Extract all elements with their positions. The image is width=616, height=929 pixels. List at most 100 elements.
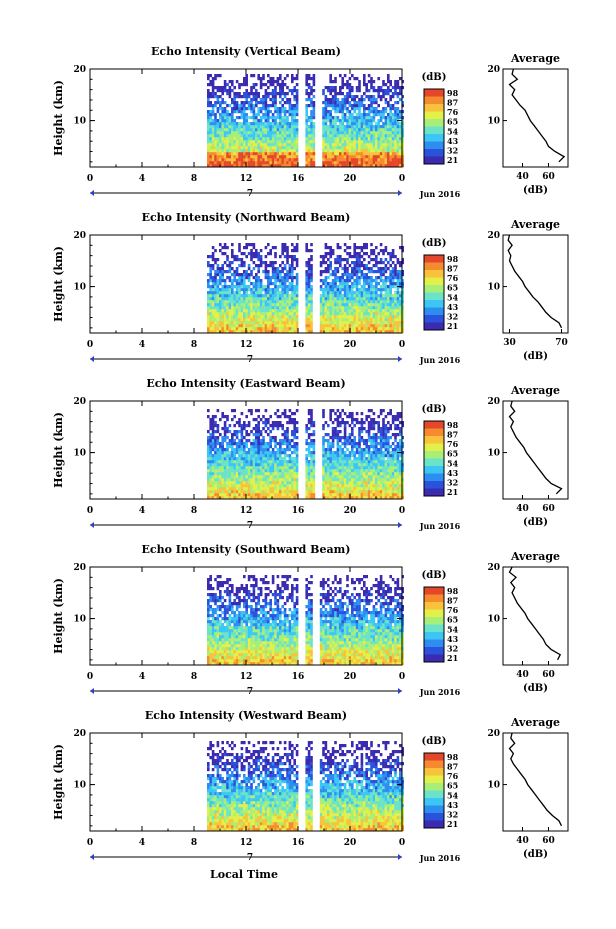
colorbar-tick-label: 65 — [447, 449, 458, 459]
date-marker: 7 — [247, 853, 253, 863]
colorbar-swatch — [424, 255, 444, 263]
x-tick-label: 12 — [240, 672, 253, 682]
panel-title: Echo Intensity (Northward Beam) — [142, 211, 351, 224]
panel-title: Echo Intensity (Vertical Beam) — [151, 45, 341, 58]
heatmap-cells — [207, 74, 404, 168]
colorbar-swatch — [424, 262, 444, 271]
colorbar-swatch — [424, 156, 444, 165]
colorbar-frame — [423, 586, 445, 663]
colorbar-swatch — [424, 753, 444, 761]
y-tick-label: 20 — [73, 563, 86, 573]
colorbar-tick-label: 21 — [447, 487, 458, 497]
date-label: Jun 2016 — [419, 687, 461, 697]
average-profile-line — [508, 732, 563, 827]
colorbar-unit: (dB) — [422, 238, 447, 249]
colorbar-tick-label: 32 — [447, 643, 458, 653]
x-tick-label: 0 — [87, 672, 93, 682]
colorbar-tick-label: 21 — [447, 321, 458, 331]
colorbar-tick-label: 43 — [447, 634, 459, 644]
x-tick-label: 8 — [191, 506, 197, 516]
x-tick-label: 0 — [87, 838, 93, 848]
colorbar-tick-label: 32 — [447, 311, 458, 321]
colorbar-tick-label: 76 — [447, 107, 459, 117]
x-tick-label: 16 — [292, 340, 305, 350]
x-tick-label: 16 — [292, 174, 305, 184]
panel-2: Echo Intensity (Eastward Beam) Height (km… — [52, 377, 569, 531]
colorbar-swatch — [424, 421, 444, 429]
x-tick-label: 0 — [399, 672, 405, 682]
y-axis-label: Height (km) — [52, 246, 65, 322]
colorbar-tick-label: 32 — [447, 477, 458, 487]
colorbar-swatch — [424, 798, 444, 806]
average-title: Average — [510, 716, 560, 729]
colorbar-swatch — [424, 104, 444, 112]
date-bar-left-arrow — [90, 190, 94, 196]
x-tick-label: 20 — [344, 174, 357, 184]
heatmap-cells — [207, 243, 404, 334]
average-x-tick-label: 40 — [516, 504, 529, 514]
x-tick-label: 16 — [292, 506, 305, 516]
colorbar-tick-label: 54 — [447, 292, 459, 302]
colorbar-swatch — [424, 760, 444, 769]
colorbar-tick-label: 21 — [447, 653, 458, 663]
colorbar-swatch — [424, 119, 444, 127]
colorbar-tick-label: 43 — [447, 468, 459, 478]
average-frame — [502, 400, 569, 500]
colorbar-swatch — [424, 624, 444, 633]
colorbar-swatch — [424, 639, 444, 648]
x-tick-label: 20 — [344, 838, 357, 848]
y-tick-label: 20 — [73, 231, 86, 241]
colorbar-swatch — [424, 458, 444, 467]
x-axis-label: Local Time — [210, 868, 278, 881]
date-bar-right-arrow — [398, 190, 402, 196]
colorbar-swatch — [424, 307, 444, 316]
date-label: Jun 2016 — [419, 355, 461, 365]
colorbar-swatch — [424, 473, 444, 482]
average-title: Average — [510, 550, 560, 563]
x-tick-label: 12 — [240, 174, 253, 184]
colorbar-tick-label: 43 — [447, 800, 459, 810]
average-x-tick-label: 70 — [555, 338, 568, 348]
colorbar-swatch — [424, 617, 444, 625]
colorbar-tick-label: 65 — [447, 781, 458, 791]
x-tick-label: 0 — [87, 340, 93, 350]
colorbar-swatch — [424, 587, 444, 595]
colorbar-swatch — [424, 790, 444, 799]
colorbar-swatch — [424, 428, 444, 437]
average-y-tick-label: 20 — [487, 729, 500, 739]
average-y-tick-label: 20 — [487, 563, 500, 573]
date-bar-left-arrow — [90, 854, 94, 860]
panel-0: Echo Intensity (Vertical Beam) Height (km… — [52, 45, 569, 199]
colorbar-swatch — [424, 126, 444, 135]
average-y-tick-label: 20 — [487, 231, 500, 241]
average-y-tick-label: 10 — [487, 615, 500, 625]
date-bar-right-arrow — [398, 356, 402, 362]
x-tick-label: 8 — [191, 838, 197, 848]
colorbar-tick-label: 21 — [447, 819, 458, 829]
colorbar-swatch — [424, 488, 444, 497]
y-tick-label: 10 — [73, 117, 86, 127]
colorbar-tick-label: 76 — [447, 439, 459, 449]
average-y-tick-label: 20 — [487, 397, 500, 407]
colorbar-swatch — [424, 285, 444, 293]
x-tick-label: 16 — [292, 838, 305, 848]
y-axis-label: Height (km) — [52, 80, 65, 156]
colorbar-swatch — [424, 768, 444, 776]
colorbar-swatch — [424, 602, 444, 610]
average-profile-line — [508, 400, 563, 495]
average-y-tick-label: 10 — [487, 449, 500, 459]
x-tick-label: 0 — [399, 174, 405, 184]
panel-title: Echo Intensity (Southward Beam) — [142, 543, 351, 556]
date-label: Jun 2016 — [419, 853, 461, 863]
x-tick-label: 0 — [87, 174, 93, 184]
colorbar-tick-label: 32 — [447, 145, 458, 155]
colorbar-swatch — [424, 813, 444, 821]
average-profile-line — [508, 566, 562, 661]
heatmap-cells — [207, 409, 404, 500]
date-bar-right-arrow — [398, 688, 402, 694]
heatmap-cells — [207, 575, 404, 666]
colorbar-swatch — [424, 134, 444, 142]
x-tick-label: 4 — [139, 340, 145, 350]
average-title: Average — [510, 52, 560, 65]
colorbar-tick-label: 87 — [447, 596, 458, 606]
